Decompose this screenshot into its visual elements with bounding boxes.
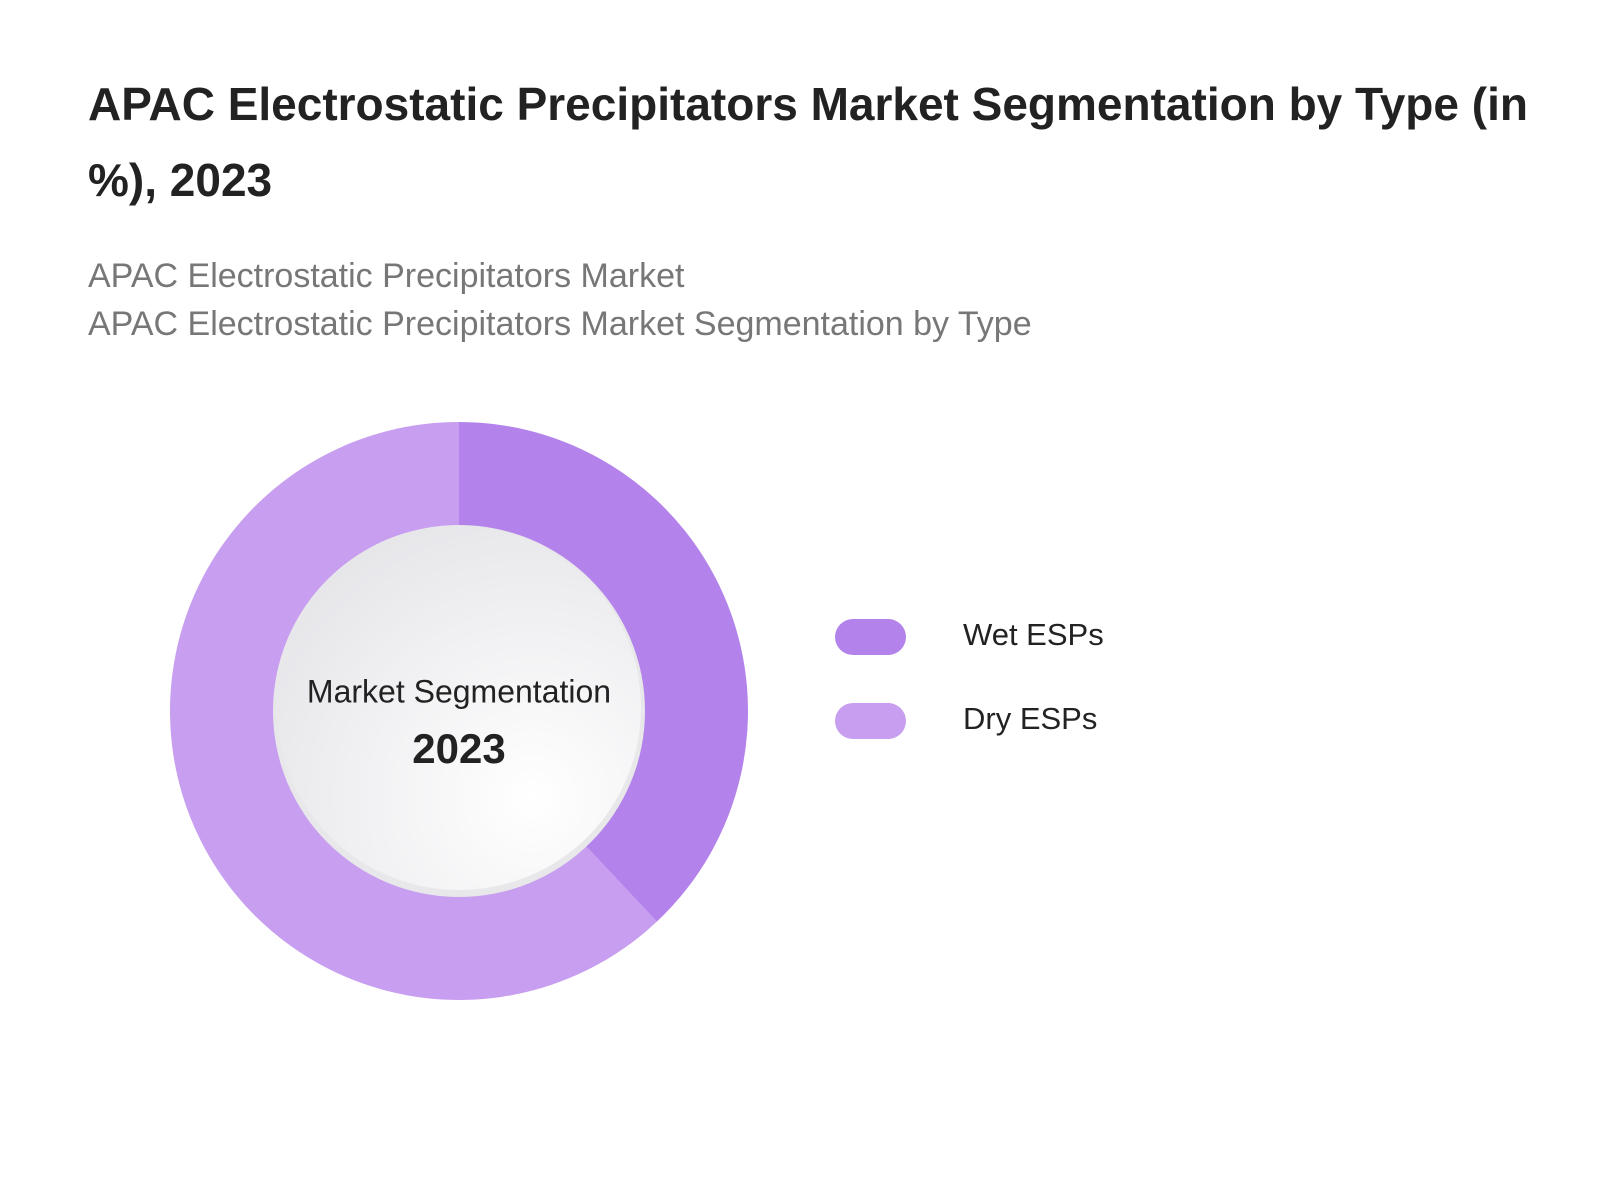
legend-label: Wet ESPs: [963, 617, 1104, 652]
legend: Wet ESPs Dry ESPs: [835, 617, 1104, 739]
center-disc: [277, 526, 641, 890]
legend-label: Dry ESPs: [963, 701, 1097, 736]
legend-swatch: [835, 619, 906, 655]
subtitle: APAC Electrostatic Precipitators Market …: [88, 252, 1032, 348]
subtitle-line: APAC Electrostatic Precipitators Market: [88, 257, 685, 295]
chart-title: APAC Electrostatic Precipitators Market …: [88, 78, 1528, 206]
donut-slice: [170, 422, 657, 1000]
center-value: 2023: [412, 725, 505, 772]
subtitle-line: APAC Electrostatic Precipitators Market …: [88, 305, 1032, 343]
legend-swatch: [835, 703, 906, 739]
center-label: Market Segmentation: [307, 673, 611, 709]
slices: [170, 422, 748, 1000]
donut-slice: [459, 422, 748, 922]
